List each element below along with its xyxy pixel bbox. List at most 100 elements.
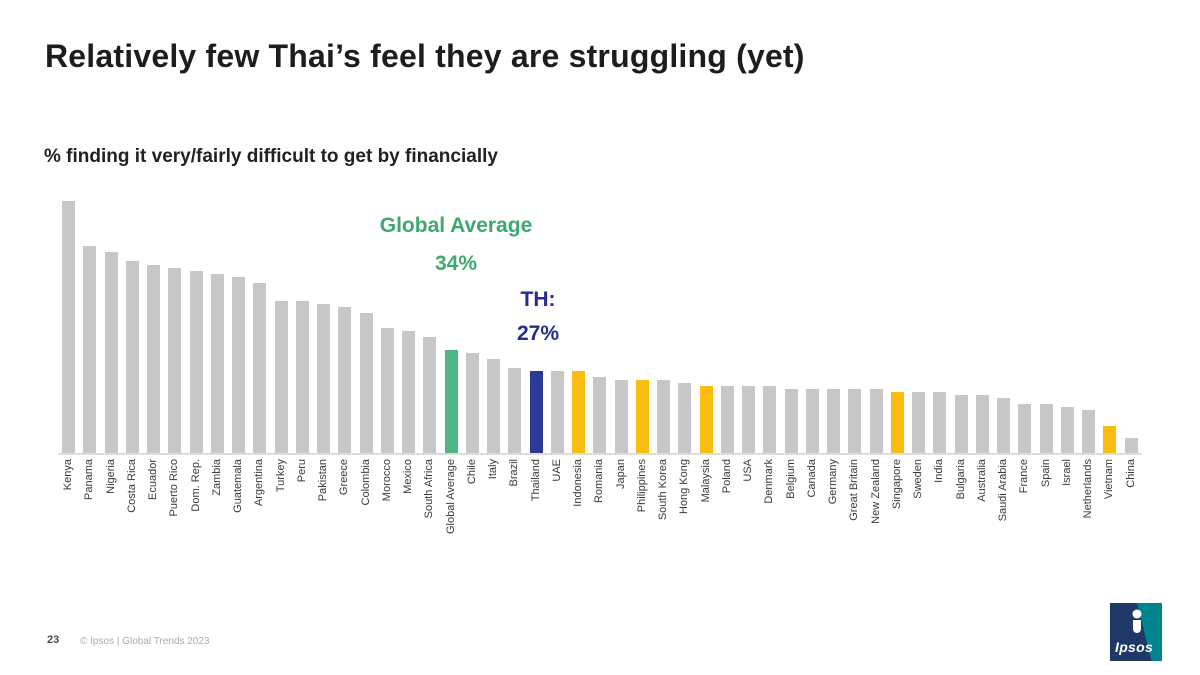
label-slot: Dom. Rep. bbox=[186, 459, 207, 591]
label-slot: Vietnam bbox=[1099, 459, 1120, 591]
x-axis-label: Mexico bbox=[402, 459, 415, 494]
bar-slot bbox=[1121, 438, 1142, 453]
bar-japan bbox=[614, 380, 628, 453]
bar-sweden bbox=[912, 392, 926, 453]
bar-slot bbox=[589, 377, 610, 453]
x-axis-label: Netherlands bbox=[1082, 459, 1095, 519]
bar-slot bbox=[334, 307, 355, 453]
bar-slot bbox=[866, 389, 887, 453]
label-slot: Zambia bbox=[207, 459, 228, 591]
label-slot: Great Britain bbox=[844, 459, 865, 591]
bar-morocco bbox=[380, 328, 394, 453]
x-axis-label: Global Average bbox=[444, 459, 457, 535]
bar-slot bbox=[79, 246, 100, 453]
bar-slot bbox=[419, 337, 440, 453]
label-slot: Malaysia bbox=[696, 459, 717, 591]
label-slot: Global Average bbox=[441, 459, 462, 591]
label-slot: South Africa bbox=[419, 459, 440, 591]
label-slot: Morocco bbox=[377, 459, 398, 591]
slide-title: Relatively few Thai’s feel they are stru… bbox=[45, 38, 805, 74]
label-slot: Australia bbox=[972, 459, 993, 591]
bar-slot bbox=[802, 389, 823, 453]
bar-slot bbox=[122, 261, 143, 453]
label-slot: Guatemala bbox=[228, 459, 249, 591]
bar-slot bbox=[356, 313, 377, 453]
x-axis-label: Sweden bbox=[912, 459, 925, 499]
x-axis-label: USA bbox=[742, 459, 755, 482]
bar-kenya bbox=[62, 201, 76, 453]
x-axis-labels: Kenya Panama Nigeria Costa Rica Ecuador Puert… bbox=[58, 459, 1142, 591]
label-slot: Kenya bbox=[58, 459, 79, 591]
x-axis-label: Puerto Rico bbox=[168, 459, 181, 517]
bar-new-zealand bbox=[869, 389, 883, 453]
bar-usa bbox=[742, 386, 756, 453]
label-slot: Indonesia bbox=[568, 459, 589, 591]
x-axis-label: Israel bbox=[1060, 459, 1073, 486]
x-axis-label: Pakistan bbox=[317, 459, 330, 502]
bar-slot bbox=[908, 392, 929, 453]
bar-israel bbox=[1060, 407, 1074, 453]
x-axis-label: Saudi Arabia bbox=[997, 459, 1010, 522]
bar-australia bbox=[975, 395, 989, 453]
x-axis-label: Nigeria bbox=[104, 459, 117, 494]
label-slot: Puerto Rico bbox=[164, 459, 185, 591]
bar-slot bbox=[696, 386, 717, 453]
bar-thailand bbox=[529, 371, 543, 453]
bar-bulgaria bbox=[954, 395, 968, 453]
x-axis-label: Ecuador bbox=[147, 459, 160, 500]
x-axis-label: Peru bbox=[295, 459, 308, 483]
bar-greece bbox=[338, 307, 352, 453]
x-axis-label: UAE bbox=[550, 459, 563, 482]
bar-panama bbox=[83, 246, 97, 453]
x-axis-label: Morocco bbox=[380, 459, 393, 502]
label-slot: Italy bbox=[483, 459, 504, 591]
x-axis-label: Turkey bbox=[274, 459, 287, 493]
x-axis-label: Zambia bbox=[210, 459, 223, 496]
footer-copyright: © Ipsos | Global Trends 2023 bbox=[80, 636, 210, 647]
bar-slot bbox=[1036, 404, 1057, 453]
chart-subtitle: % finding it very/fairly difficult to ge… bbox=[44, 146, 498, 167]
x-axis-label: Australia bbox=[975, 459, 988, 502]
bar-turkey bbox=[274, 301, 288, 453]
bar-slot bbox=[972, 395, 993, 453]
bar-germany bbox=[827, 389, 841, 453]
bar-uae bbox=[550, 371, 564, 453]
bar-nigeria bbox=[104, 252, 118, 453]
bar-south-korea bbox=[657, 380, 671, 453]
bar-slot bbox=[929, 392, 950, 453]
label-slot: Japan bbox=[611, 459, 632, 591]
label-slot: Israel bbox=[1057, 459, 1078, 591]
bar-slot bbox=[483, 359, 504, 453]
bar-costa-rica bbox=[125, 261, 139, 453]
x-axis-label: Spain bbox=[1039, 459, 1052, 488]
label-slot: USA bbox=[738, 459, 759, 591]
label-slot: India bbox=[929, 459, 950, 591]
ipsos-person-icon bbox=[1132, 609, 1142, 633]
x-axis-label: Italy bbox=[487, 459, 500, 480]
x-axis-label: Malaysia bbox=[699, 459, 712, 503]
x-axis-label: Belgium bbox=[784, 459, 797, 499]
bar-poland bbox=[720, 386, 734, 453]
bar-india bbox=[933, 392, 947, 453]
bar-zambia bbox=[210, 274, 224, 453]
x-axis-label: Indonesia bbox=[572, 459, 585, 507]
label-slot: Canada bbox=[802, 459, 823, 591]
label-slot: New Zealand bbox=[866, 459, 887, 591]
x-axis-label: Canada bbox=[805, 459, 818, 498]
bar-slot bbox=[674, 383, 695, 453]
x-axis-label: Costa Rica bbox=[125, 459, 138, 513]
x-axis-label: Great Britain bbox=[848, 459, 861, 521]
global-average-annotation-value: 34% bbox=[434, 252, 478, 275]
bar-slot bbox=[781, 389, 802, 453]
x-axis-label: India bbox=[933, 459, 946, 483]
bar-slot bbox=[377, 328, 398, 453]
x-axis-label: China bbox=[1124, 459, 1137, 488]
label-slot: Bulgaria bbox=[951, 459, 972, 591]
label-slot: Denmark bbox=[759, 459, 780, 591]
bar-slot bbox=[887, 392, 908, 453]
global-average-annotation: Global Average 34% bbox=[371, 211, 541, 278]
bar-slot bbox=[313, 304, 334, 453]
bar-romania bbox=[593, 377, 607, 453]
label-slot: Argentina bbox=[249, 459, 270, 591]
bar-vietnam bbox=[1103, 426, 1117, 453]
